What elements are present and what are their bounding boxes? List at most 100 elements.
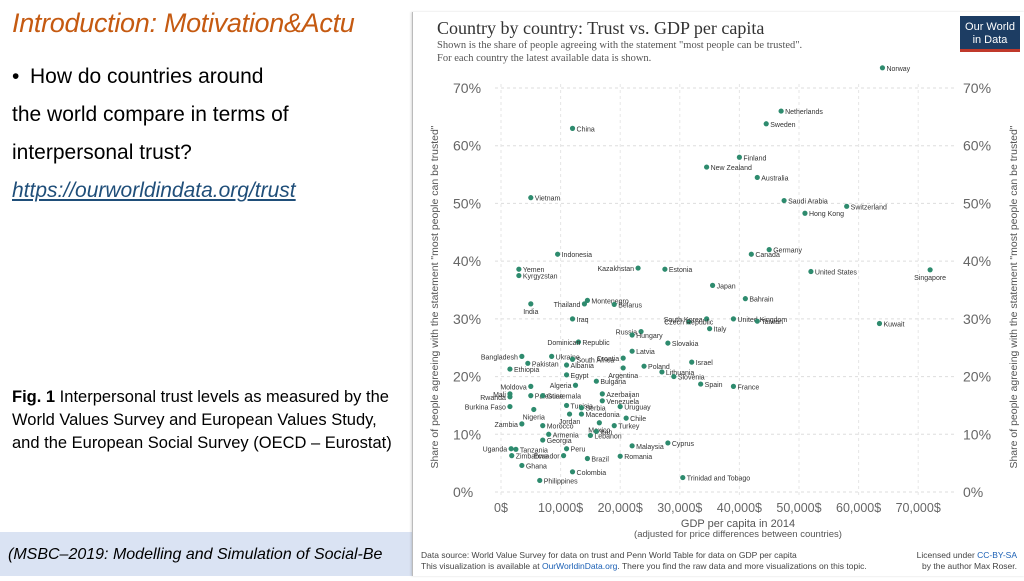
data-point-label: Malaysia — [636, 444, 664, 451]
data-point[interactable] — [638, 328, 644, 335]
data-point[interactable] — [578, 405, 585, 411]
data-point[interactable] — [563, 372, 570, 378]
data-point[interactable] — [748, 251, 754, 257]
data-point[interactable] — [507, 394, 513, 400]
data-point[interactable] — [781, 197, 787, 204]
data-point[interactable] — [575, 339, 582, 345]
data-point[interactable] — [879, 65, 886, 71]
data-point[interactable] — [528, 301, 534, 307]
data-point[interactable] — [629, 348, 635, 354]
data-point[interactable] — [689, 359, 695, 365]
data-point[interactable] — [629, 443, 635, 449]
data-point[interactable] — [519, 462, 525, 469]
data-point[interactable] — [641, 363, 647, 369]
data-point[interactable] — [617, 453, 623, 459]
data-point[interactable] — [540, 437, 546, 443]
data-point[interactable] — [563, 402, 570, 409]
data-point[interactable] — [593, 378, 599, 384]
license-link[interactable]: CC-BY-SA — [977, 550, 1017, 560]
data-point[interactable] — [620, 365, 626, 371]
data-point[interactable] — [927, 267, 933, 273]
data-point[interactable] — [560, 453, 567, 459]
data-point[interactable] — [569, 316, 576, 322]
data-point[interactable] — [766, 247, 772, 253]
data-point[interactable] — [507, 366, 513, 372]
trust-link[interactable]: https://ourworldindata.org/trust — [12, 179, 296, 202]
data-point[interactable] — [671, 373, 677, 380]
data-point[interactable] — [754, 174, 760, 181]
data-point[interactable] — [730, 383, 737, 389]
data-point[interactable] — [662, 266, 668, 272]
data-point[interactable] — [569, 469, 576, 475]
data-point[interactable] — [540, 393, 546, 399]
data-point[interactable] — [736, 154, 742, 160]
owid-logo[interactable]: Our World in Data — [960, 16, 1020, 52]
data-point-label: Sweden — [770, 122, 795, 129]
data-point[interactable] — [665, 440, 671, 446]
data-point[interactable] — [528, 393, 534, 399]
data-point[interactable] — [778, 108, 784, 114]
data-point[interactable] — [572, 382, 579, 388]
data-point[interactable] — [516, 272, 522, 279]
data-point[interactable] — [563, 446, 570, 452]
data-point-label: Argentina — [608, 373, 638, 380]
data-point[interactable] — [709, 282, 716, 288]
data-point[interactable] — [635, 265, 641, 271]
data-point[interactable] — [525, 360, 531, 366]
data-point[interactable] — [528, 195, 534, 201]
data-point[interactable] — [519, 353, 525, 359]
data-point[interactable] — [730, 316, 737, 322]
data-point[interactable] — [584, 455, 591, 462]
data-point[interactable] — [754, 318, 760, 324]
data-point[interactable] — [519, 421, 525, 427]
data-point[interactable] — [876, 320, 883, 327]
data-point[interactable] — [509, 453, 515, 459]
data-point[interactable] — [808, 268, 814, 275]
data-point[interactable] — [611, 423, 617, 429]
data-point[interactable] — [563, 362, 570, 368]
data-point[interactable] — [584, 297, 591, 303]
data-point[interactable] — [698, 381, 704, 387]
data-point[interactable] — [578, 411, 585, 417]
data-point[interactable] — [516, 266, 522, 272]
data-point[interactable] — [704, 164, 710, 170]
data-point[interactable] — [555, 251, 561, 257]
data-point[interactable] — [844, 203, 850, 209]
data-point[interactable] — [540, 423, 546, 429]
data-point[interactable] — [659, 369, 665, 375]
data-point[interactable] — [581, 301, 588, 307]
data-point-label: Ghana — [526, 463, 547, 470]
data-point[interactable] — [508, 446, 514, 452]
data-point[interactable] — [537, 477, 543, 484]
data-point[interactable] — [665, 340, 671, 346]
data-point[interactable] — [686, 319, 692, 325]
data-point[interactable] — [704, 316, 710, 322]
data-point[interactable] — [546, 431, 552, 437]
data-point[interactable] — [802, 210, 808, 216]
data-point[interactable] — [587, 432, 593, 439]
data-point[interactable] — [763, 121, 769, 127]
data-point[interactable] — [617, 403, 623, 410]
data-point[interactable] — [513, 446, 519, 452]
y-tick-label-right: 0% — [963, 484, 983, 500]
data-point[interactable] — [569, 356, 576, 362]
data-point[interactable] — [593, 428, 599, 434]
data-point[interactable] — [531, 406, 537, 413]
data-point[interactable] — [569, 125, 576, 131]
data-point[interactable] — [680, 474, 686, 481]
data-point[interactable] — [507, 403, 513, 410]
data-point[interactable] — [596, 420, 602, 426]
data-point[interactable] — [629, 332, 635, 338]
data-point[interactable] — [566, 411, 573, 417]
data-point[interactable] — [707, 326, 713, 332]
data-point[interactable] — [599, 398, 605, 404]
data-point[interactable] — [528, 383, 534, 389]
data-point[interactable] — [742, 296, 748, 302]
data-point[interactable] — [599, 391, 605, 397]
data-point[interactable] — [549, 353, 555, 359]
data-point[interactable] — [611, 301, 617, 308]
data-point[interactable] — [620, 355, 626, 361]
x-tick-label: 60,000$ — [836, 501, 881, 515]
data-point[interactable] — [623, 415, 629, 421]
owid-source-link[interactable]: OurWorldinData.org — [542, 561, 618, 571]
